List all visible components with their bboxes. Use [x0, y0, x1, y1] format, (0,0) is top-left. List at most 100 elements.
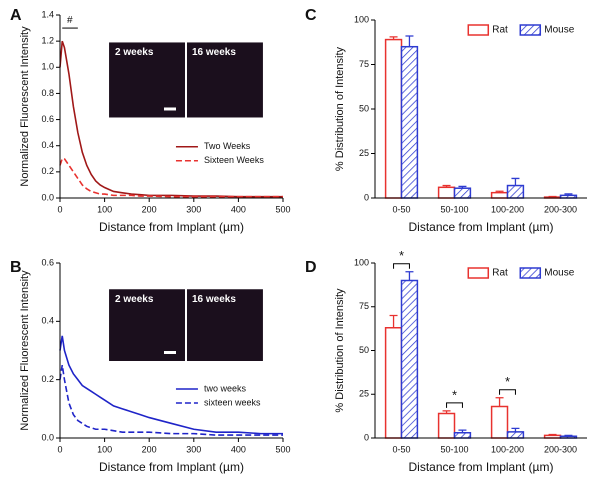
y-tick-label: 0.6	[41, 257, 54, 267]
y-tick-label: 100	[354, 257, 369, 267]
legend-label: Mouse	[544, 268, 574, 279]
error-bar	[548, 433, 557, 436]
bracket	[393, 263, 410, 269]
annotation: #	[67, 15, 73, 26]
x-tick-label: 400	[231, 204, 246, 214]
x-axis-label: Distance from Implant (µm)	[409, 460, 554, 474]
y-tick-label: 100	[354, 14, 369, 24]
panel-label: A	[10, 7, 22, 24]
y-tick-label: 50	[359, 345, 369, 355]
legend-label: Rat	[492, 268, 508, 279]
legend-label: Sixteen Weeks	[204, 155, 264, 165]
panel-label: B	[10, 259, 22, 276]
y-tick-label: 50	[359, 103, 369, 113]
error-bar	[405, 35, 414, 47]
panel-label: C	[305, 7, 317, 24]
axes	[374, 263, 587, 439]
x-tick-label: 100-200	[491, 444, 524, 454]
error-bar	[564, 434, 573, 437]
line	[59, 364, 283, 436]
bar	[400, 45, 419, 199]
legend-label: Two Weeks	[204, 141, 251, 151]
error-bar	[405, 271, 414, 281]
legend-swatch	[467, 24, 490, 36]
inset-label: 2 weeks	[115, 294, 154, 305]
x-tick-label: 200	[142, 444, 157, 454]
inset-image	[186, 289, 263, 361]
error-bar	[511, 177, 520, 186]
legend-label: two weeks	[204, 383, 247, 393]
y-tick-label: 0.8	[41, 88, 54, 98]
bar	[506, 431, 525, 439]
error-bar	[511, 427, 520, 432]
error-bar	[442, 184, 451, 188]
legend-label: Mouse	[544, 25, 574, 36]
x-tick-label: 300	[186, 204, 201, 214]
y-tick-label: 0	[364, 432, 369, 442]
x-tick-label: 100	[97, 444, 112, 454]
annotation: *	[399, 248, 404, 263]
annotation: *	[452, 387, 457, 402]
bar	[400, 279, 419, 439]
annotation: *	[505, 374, 510, 389]
error-bar	[458, 429, 467, 433]
legend-swatch	[519, 267, 542, 279]
bar	[453, 432, 472, 439]
y-tick-label: 0.0	[41, 192, 54, 202]
x-tick-label: 0-50	[392, 444, 410, 454]
y-tick-label: 1.0	[41, 62, 54, 72]
y-tick-label: 0.4	[41, 316, 54, 326]
error-bar	[495, 397, 504, 407]
x-tick-label: 200	[142, 204, 157, 214]
x-axis-label: Distance from Implant (µm)	[409, 220, 554, 234]
y-axis-label: Normalized Fluorescent Intensity	[19, 26, 31, 187]
inset-label: 16 weeks	[192, 294, 236, 305]
axes	[59, 15, 283, 199]
line	[59, 335, 283, 435]
legend-label: Rat	[492, 25, 508, 36]
x-tick-label: 500	[275, 444, 290, 454]
axes	[59, 263, 283, 439]
error-bar	[564, 193, 573, 196]
y-tick-label: 1.4	[41, 9, 54, 19]
inset-image	[109, 289, 185, 361]
inset-image	[186, 42, 263, 118]
x-axis-label: Distance from Implant (µm)	[99, 220, 244, 234]
y-axis-label: % Distribution of Intensity	[334, 46, 346, 171]
x-tick-label: 200-300	[544, 444, 577, 454]
bar	[453, 187, 472, 199]
scale-bar	[163, 351, 176, 354]
y-tick-label: 25	[359, 389, 369, 399]
y-tick-label: 75	[359, 301, 369, 311]
bar	[437, 412, 456, 439]
y-tick-label: 0.4	[41, 140, 54, 150]
x-tick-label: 50-100	[440, 444, 468, 454]
error-bar	[548, 195, 557, 198]
x-tick-label: 400	[231, 444, 246, 454]
bar	[506, 184, 525, 199]
y-tick-label: 0.0	[41, 432, 54, 442]
x-tick-label: 0-50	[392, 204, 410, 214]
x-tick-label: 0	[57, 444, 62, 454]
y-tick-label: 25	[359, 148, 369, 158]
x-tick-label: 200-300	[544, 204, 577, 214]
error-bar	[442, 410, 451, 414]
y-tick-label: 75	[359, 59, 369, 69]
bar	[384, 327, 403, 439]
inset-label: 2 weeks	[115, 47, 154, 58]
panel-label: D	[305, 259, 317, 276]
bracket	[499, 389, 516, 395]
x-tick-label: 100	[97, 204, 112, 214]
bar	[490, 191, 509, 199]
x-tick-label: 300	[186, 444, 201, 454]
y-tick-label: 0.2	[41, 166, 54, 176]
x-tick-label: 0	[57, 204, 62, 214]
axes	[374, 20, 587, 199]
inset-label: 16 weeks	[192, 47, 236, 58]
x-tick-label: 100-200	[491, 204, 524, 214]
y-tick-label: 0.2	[41, 374, 54, 384]
error-bar	[458, 185, 467, 189]
legend-swatch	[519, 24, 542, 36]
bar	[384, 38, 403, 199]
